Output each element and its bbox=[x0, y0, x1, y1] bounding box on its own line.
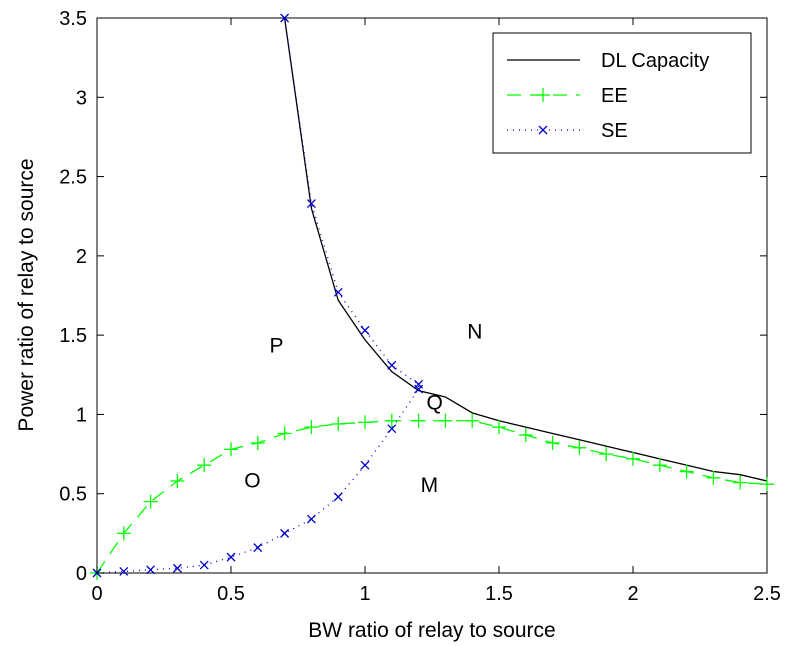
region-label: N bbox=[467, 320, 482, 343]
series-3-point bbox=[360, 325, 370, 335]
legend-entry: SE bbox=[507, 120, 628, 142]
series-3-point bbox=[333, 287, 343, 297]
series-2-point bbox=[358, 415, 372, 430]
legend-entry: EE bbox=[507, 85, 628, 107]
series-2-point bbox=[438, 413, 453, 428]
series-2-point bbox=[384, 413, 399, 428]
series-2-point bbox=[116, 526, 131, 541]
legend-marker bbox=[538, 125, 548, 135]
legend-label: DL Capacity bbox=[601, 50, 709, 72]
series-2-point bbox=[679, 464, 694, 479]
series-3-point bbox=[119, 566, 129, 576]
region-label: Q bbox=[427, 392, 443, 415]
axis-ticks: 0 0.5 1 1.5 2 2.5 0 0.5 1 1.5 2 2.5 3 3.5 bbox=[59, 8, 781, 605]
series-2-point bbox=[277, 426, 292, 441]
series-3-point bbox=[146, 565, 156, 575]
y-tick-label: 3.5 bbox=[59, 8, 87, 30]
series-2-point bbox=[760, 477, 774, 492]
series-2-point bbox=[197, 458, 212, 473]
series-2-point bbox=[304, 420, 319, 435]
region-label: O bbox=[244, 469, 260, 492]
series-3-point bbox=[253, 543, 263, 553]
series-2-point bbox=[411, 413, 426, 428]
series-2-point bbox=[518, 428, 533, 443]
y-axis-label: Power ratio of relay to source bbox=[15, 158, 38, 431]
series-3-point bbox=[280, 528, 290, 538]
y-tick-label: 0.5 bbox=[59, 484, 87, 506]
series-3-point bbox=[333, 492, 343, 502]
legend: DL Capacity EE SE bbox=[492, 32, 752, 154]
region-annotations: P N Q O M bbox=[244, 320, 482, 497]
x-tick-label: 2.5 bbox=[753, 583, 781, 605]
series-2-point bbox=[224, 442, 238, 457]
series-2-point bbox=[706, 470, 721, 485]
series-3-point bbox=[280, 13, 290, 23]
legend-entry: DL Capacity bbox=[507, 50, 709, 72]
series-2-point bbox=[626, 451, 640, 466]
x-tick-label: 0.5 bbox=[217, 583, 245, 605]
region-label: P bbox=[270, 335, 284, 358]
region-label: M bbox=[421, 474, 439, 497]
y-tick-label: 0 bbox=[76, 563, 87, 585]
series-2-point bbox=[250, 435, 265, 450]
marker-layer bbox=[90, 13, 774, 580]
series-3-point bbox=[306, 199, 316, 208]
legend-marker bbox=[536, 88, 550, 102]
y-tick-label: 3 bbox=[76, 87, 87, 109]
series-2-point bbox=[143, 494, 158, 509]
series-2-point bbox=[492, 420, 506, 435]
y-tick-label: 1 bbox=[76, 404, 87, 426]
series-3-point bbox=[172, 563, 182, 573]
legend-label: EE bbox=[601, 85, 628, 107]
series-2-point bbox=[599, 447, 614, 462]
series-3-point bbox=[199, 560, 209, 570]
series-3-point bbox=[387, 424, 397, 434]
series-2-point bbox=[733, 475, 748, 490]
series-2-point bbox=[545, 435, 560, 450]
x-tick-label: 1.5 bbox=[485, 583, 513, 605]
series-3-point bbox=[306, 514, 316, 524]
series-3-point bbox=[226, 552, 236, 562]
series-2-point bbox=[465, 413, 480, 428]
legend-box bbox=[492, 32, 752, 154]
series-2-point bbox=[652, 458, 667, 473]
series-3-point bbox=[387, 360, 397, 370]
y-tick-label: 1.5 bbox=[59, 325, 87, 347]
y-tick-label: 2.5 bbox=[59, 167, 87, 189]
series-3-point bbox=[360, 460, 370, 470]
series-2-point bbox=[331, 416, 346, 431]
x-tick-label: 0 bbox=[91, 583, 102, 605]
legend-label: SE bbox=[601, 120, 628, 142]
series-3-point bbox=[414, 379, 424, 389]
series-2-point bbox=[572, 440, 587, 455]
x-axis-label: BW ratio of relay to source bbox=[308, 619, 555, 642]
y-tick-label: 2 bbox=[76, 246, 87, 268]
x-tick-label: 1 bbox=[359, 583, 370, 605]
series-2-point bbox=[170, 474, 185, 489]
x-tick-label: 2 bbox=[627, 583, 638, 605]
